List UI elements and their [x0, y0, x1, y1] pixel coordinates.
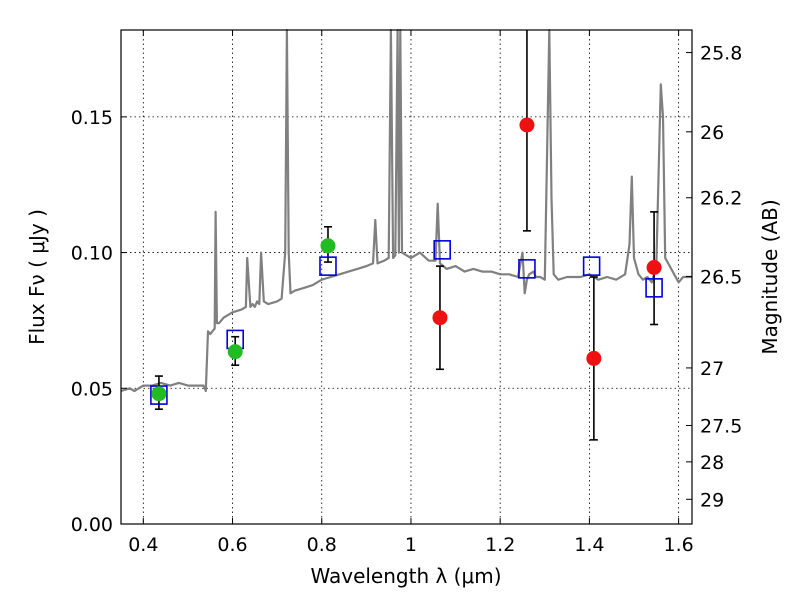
y2-tick-label: 26.5: [700, 266, 742, 288]
secondary-y-axis-label: Magnitude (AB): [758, 199, 782, 354]
spectrum-line: [120, 28, 692, 393]
x-tick-label: 0.8: [307, 534, 337, 556]
photometry-point: [432, 310, 448, 326]
y2-tick-label: 27.5: [700, 415, 742, 437]
x-axis: 0.4 0.6 0.8 1 1.2 1.4 1.6: [128, 30, 694, 556]
x-tick-label: 1.6: [664, 534, 694, 556]
y2-tick-label: 26.2: [700, 188, 742, 210]
y-axis: 0.00 0.05 0.10 0.15: [71, 107, 127, 536]
secondary-y-axis: 25.8 26 26.2 26.5 27 27.5 28 29: [686, 43, 742, 511]
spectrum: [120, 28, 692, 393]
photometry-point: [586, 350, 602, 366]
y-tick-label: 0.10: [71, 243, 113, 265]
x-tick-label: 1.4: [574, 534, 604, 556]
model-square-marker: [518, 259, 536, 279]
x-tick-label: 0.4: [128, 534, 158, 556]
x-axis-label: Wavelength λ (μm): [310, 564, 501, 588]
x-tick-label: 1: [405, 534, 417, 556]
x-tick-label: 1.2: [485, 534, 515, 556]
photometry-point: [227, 344, 243, 360]
model-square-marker: [582, 256, 601, 276]
plot-frame: [120, 29, 693, 525]
y-tick-label: 0.15: [71, 107, 113, 129]
x-tick-label: 0.6: [217, 534, 247, 556]
photometry-point: [646, 260, 662, 275]
y2-tick-label: 26: [700, 122, 724, 144]
y2-tick-label: 28: [700, 452, 724, 474]
model-square-marker: [319, 256, 337, 276]
model-square-marker: [433, 240, 451, 260]
photometry-point: [519, 117, 535, 133]
y2-tick-label: 25.8: [700, 43, 742, 65]
y-tick-label: 0.00: [71, 514, 113, 536]
model-square-marker: [150, 385, 168, 405]
y2-tick-label: 27: [700, 358, 724, 380]
y2-tick-label: 29: [700, 489, 724, 511]
photometry-point: [320, 238, 336, 254]
photometry-point: [151, 386, 167, 402]
y-tick-label: 0.05: [71, 378, 113, 400]
y-axis-label: Flux Fν ( μJy ): [25, 209, 49, 345]
model-square-marker: [645, 278, 663, 298]
markers: [150, 117, 663, 405]
